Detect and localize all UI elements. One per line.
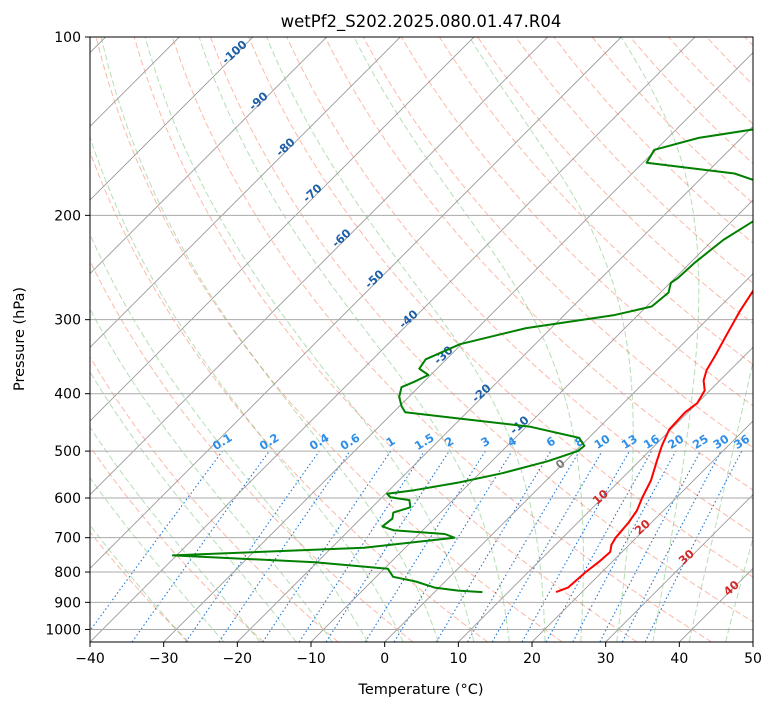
y-tick-label: 200: [54, 208, 81, 224]
y-tick-label: 100: [54, 30, 81, 46]
dry-adiabat-line: [210, 37, 753, 623]
x-tick-label: 40: [670, 651, 688, 667]
temperature-profile-line: [555, 289, 753, 594]
y-tick-label: 400: [54, 387, 81, 403]
isotherms: [90, 37, 753, 642]
y-tick-label: 700: [54, 531, 81, 547]
isotherm-line: [90, 37, 254, 201]
isotherm-line: [90, 37, 549, 496]
moist-adiabats: [90, 37, 753, 642]
dry-adiabat-line: [90, 445, 264, 642]
moist-adiabat-line: [90, 476, 225, 642]
x-tick-label: 0: [380, 651, 389, 667]
mixing-ratio-line: [298, 450, 425, 642]
x-tick-label: 50: [744, 651, 762, 667]
x-tick-label: 30: [597, 651, 615, 667]
mixing-ratio-line: [218, 450, 351, 642]
moist-adiabat-line: [90, 232, 369, 642]
dry-adiabat-line: [95, 37, 563, 642]
isotherm-line: [458, 346, 753, 642]
mixing-ratio-line: [572, 450, 677, 642]
moist-adiabat-line: [353, 37, 584, 642]
moist-adiabat-line: [198, 37, 510, 642]
dewpoint-profile-line: [171, 128, 753, 594]
dry-adiabat-line: [400, 37, 753, 407]
x-axis-title: Temperature (°C): [357, 682, 483, 698]
moist-adiabat-line: [266, 37, 546, 642]
y-axis: 1000 900 800 700 600 500 400 300 200 100: [45, 30, 90, 638]
isotherm-line: [90, 37, 475, 422]
y-tick-label: 500: [54, 444, 81, 460]
plot-frame: [89, 36, 754, 643]
x-tick-label: 20: [523, 651, 541, 667]
y-tick-label: 1000: [45, 622, 81, 638]
isotherm-line: [237, 125, 753, 642]
moist-adiabat-line: [90, 135, 404, 642]
moist-adiabat-line: [90, 370, 297, 642]
isotherm-line: [90, 37, 401, 348]
mixing-ratio-line: [644, 450, 743, 642]
dry-adiabat-line: [438, 37, 753, 366]
dry-adiabat-line: [248, 37, 753, 578]
x-tick-label: 10: [449, 651, 467, 667]
x-tick-label: −30: [149, 651, 179, 667]
isotherm-line: [90, 37, 622, 569]
isotherm-line: [310, 199, 753, 642]
moist-adiabat-line: [90, 524, 188, 642]
mixing-ratio-line: [545, 450, 653, 642]
isotherm-line: [163, 52, 753, 642]
mixing-ratio-line: [393, 450, 513, 642]
y-axis-title: Pressure (hPa): [12, 287, 28, 391]
y-tick-label: 900: [54, 595, 81, 611]
mixing-ratio-line: [262, 450, 392, 642]
mixing-ratio-line: [521, 450, 630, 642]
mixing-ratio-lines: [90, 450, 743, 642]
dry-adiabat-line: [90, 356, 339, 642]
mixing-ratio-line: [90, 450, 223, 632]
isotherm-line: [90, 37, 696, 642]
profiles: [171, 128, 753, 594]
chart-title: wetPf2_S202.2025.080.01.47.R04: [281, 12, 562, 32]
y-tick-label: 800: [54, 565, 81, 581]
dry-adiabat-line: [171, 37, 712, 642]
x-tick-label: −40: [75, 651, 105, 667]
isotherm-line: [605, 494, 753, 642]
plot-area: -100-90-80-70-60-50-40-30-20-10010203040…: [90, 37, 753, 642]
mixing-ratio-line: [131, 450, 270, 642]
dry-adiabat-line: [90, 150, 488, 642]
mixing-ratio-line: [325, 450, 450, 642]
x-axis: −40 −30 −20 −10 0 10 20 30 40 50: [75, 642, 762, 667]
dry-adiabat-line: [90, 531, 190, 642]
moist-adiabat-line: [620, 37, 700, 642]
dry-adiabat-line: [515, 37, 753, 284]
isotherm-line: [90, 37, 328, 275]
pressure-gridlines: [90, 37, 753, 630]
x-tick-label: −20: [223, 651, 253, 667]
moist-adiabat-line: [90, 426, 261, 642]
y-tick-label: 600: [54, 491, 81, 507]
moist-adiabat-line: [144, 37, 475, 642]
moist-adiabat-line: [100, 37, 439, 642]
y-tick-label: 300: [54, 313, 81, 329]
x-tick-label: −10: [296, 651, 326, 667]
moist-adiabat-line: [688, 358, 753, 642]
mixing-ratio-line: [185, 450, 320, 642]
isotherm-line: [531, 420, 753, 642]
isotherm-line: [384, 273, 753, 642]
